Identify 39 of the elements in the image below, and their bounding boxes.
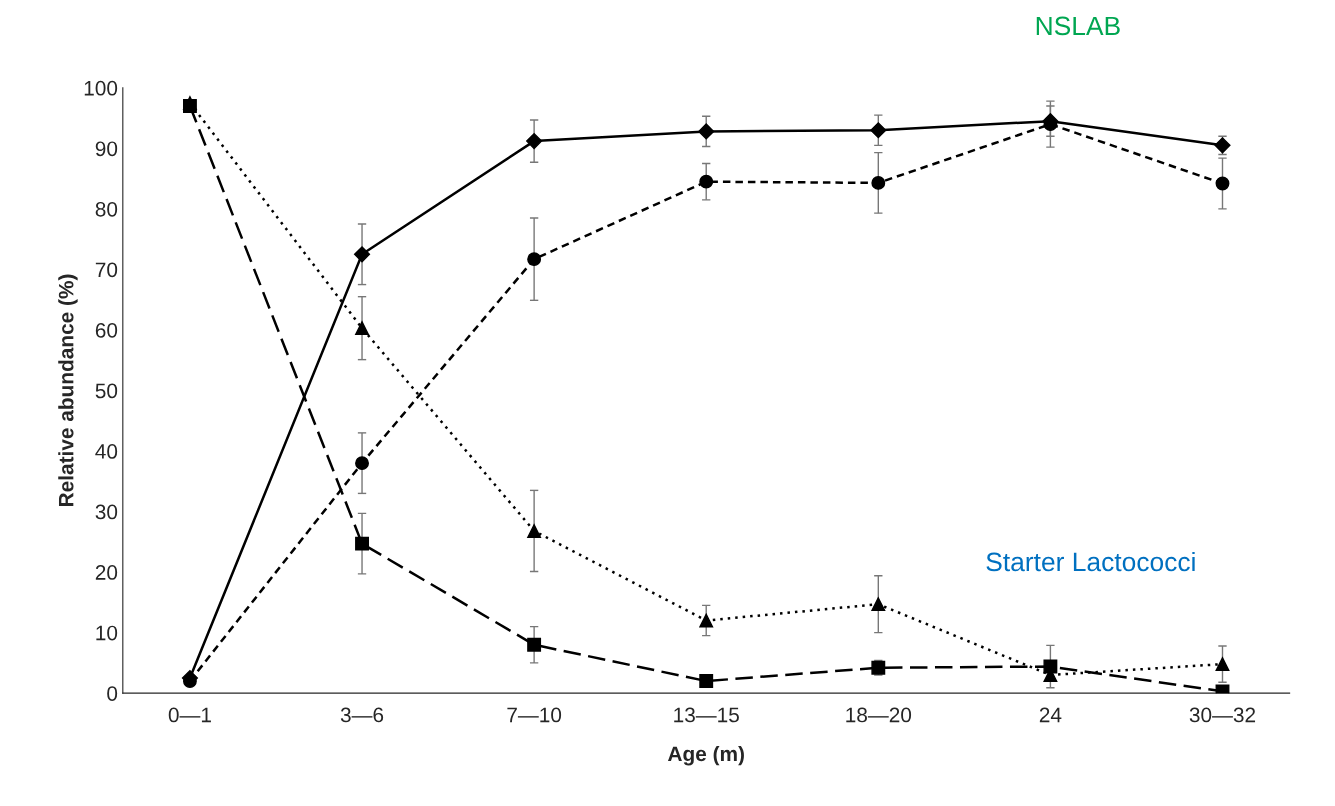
y-tick-label: 50 [95, 383, 118, 399]
point [527, 637, 542, 652]
point [355, 321, 369, 336]
x-axis-title: Age (m) [667, 745, 744, 766]
y-tick-label: 70 [95, 262, 118, 278]
point [870, 122, 887, 139]
y-tick-label: 100 [84, 80, 118, 96]
y-tick-label: 90 [95, 141, 118, 157]
point [355, 536, 369, 551]
point [353, 246, 371, 263]
x-tick-label: 0—1 [168, 707, 211, 723]
point [1215, 657, 1230, 672]
x-tick-label: 30—32 [1189, 707, 1256, 723]
point [527, 523, 542, 538]
point [698, 123, 715, 140]
point [871, 597, 886, 612]
point [526, 133, 543, 150]
point [871, 175, 886, 190]
x-tick-label: 13—15 [674, 707, 739, 723]
point [527, 252, 542, 267]
y-tick-label: 0 [107, 686, 118, 701]
y-tick-label: 10 [96, 625, 118, 641]
point [699, 613, 714, 628]
point [355, 456, 369, 471]
y-tick-label: 20 [95, 565, 118, 580]
point [699, 674, 714, 688]
x-tick-label: 7—10 [507, 707, 562, 723]
annotation: Starter Lactococci [986, 551, 1195, 572]
y-tick-label: 40 [95, 444, 118, 459]
text: NSLAB [1036, 16, 1120, 36]
y-tick-label: 80 [95, 201, 118, 217]
point [1215, 176, 1230, 191]
y-axis-title: Relative abundance (%) [58, 274, 78, 507]
point [699, 174, 714, 189]
y-tick-label: 60 [95, 322, 118, 338]
x-tick-label: 18—20 [846, 707, 912, 723]
x-tick-label: 24 [1039, 707, 1062, 723]
y-tick-label: 30 [95, 504, 118, 520]
x-tick-label: 3—6 [340, 707, 384, 723]
